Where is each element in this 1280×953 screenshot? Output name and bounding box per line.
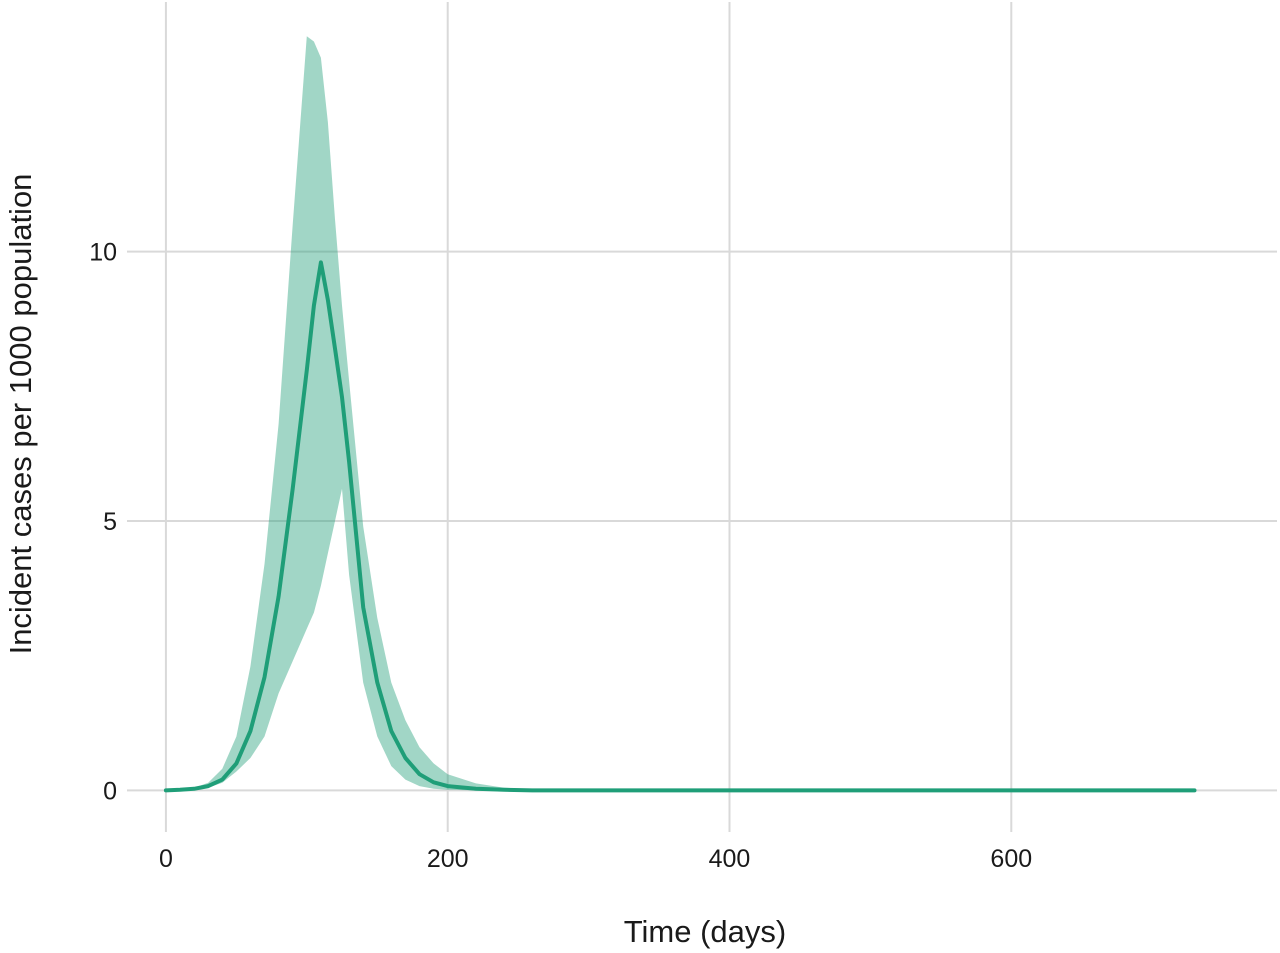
x-tick-label: 400 bbox=[709, 845, 751, 873]
x-axis-title: Time (days) bbox=[624, 914, 786, 949]
x-gridlines bbox=[164, 2, 1013, 832]
median-incidence-line bbox=[163, 260, 1197, 793]
y-tick-labels: 0 5 10 bbox=[89, 239, 117, 806]
confidence-band bbox=[165, 36, 1195, 791]
x-tick-label: 600 bbox=[990, 845, 1032, 873]
y-tick-label: 0 bbox=[103, 777, 117, 805]
x-tick-labels: 0 200 400 600 bbox=[159, 845, 1032, 873]
y-tick-label: 5 bbox=[103, 508, 117, 536]
y-axis-title: Incident cases per 1000 population bbox=[3, 174, 38, 655]
x-tick-label: 200 bbox=[427, 845, 469, 873]
x-tick-label: 0 bbox=[159, 845, 173, 873]
y-tick-label: 10 bbox=[89, 239, 117, 267]
